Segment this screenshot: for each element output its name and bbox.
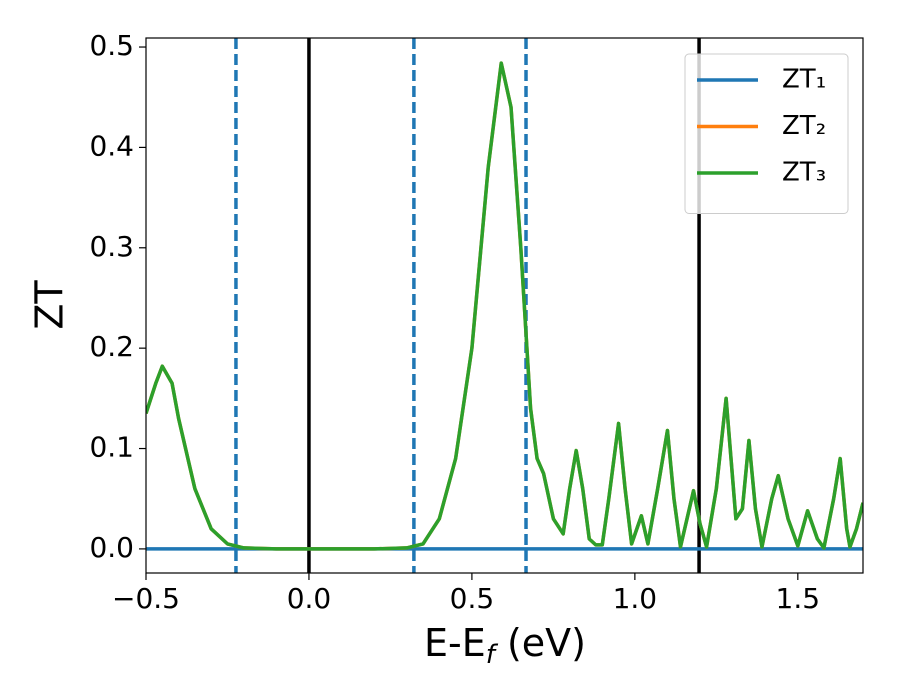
legend-label: ZT₁ [782, 65, 826, 95]
x-label-unit: (eV) [495, 621, 586, 665]
y-tick-label: 0.2 [89, 330, 134, 363]
x-label-main: E-E [424, 621, 486, 665]
legend-label: ZT₂ [782, 111, 826, 141]
legend: ZT₁ ZT₂ ZT₃ [684, 53, 849, 214]
y-tick-label: 0.4 [89, 129, 134, 162]
axes-frame [145, 37, 864, 574]
legend-label: ZT₃ [782, 158, 826, 188]
y-tick-label: 0.0 [89, 531, 134, 564]
series-line [146, 61, 863, 551]
y-tick-label: 0.5 [89, 29, 134, 62]
x-tick-label: 1.0 [613, 582, 658, 615]
x-tick-label: 0.5 [450, 582, 495, 615]
x-tick-label: −0.5 [112, 582, 180, 615]
x-tick-label: 0.0 [287, 582, 332, 615]
x-axis-label: E-Ef (eV) [424, 621, 586, 670]
plot-area [146, 38, 863, 573]
y-tick-label: 0.1 [89, 431, 134, 464]
x-tick-label: 1.5 [776, 582, 821, 615]
y-axis-label: ZT [28, 280, 72, 330]
y-tick-label: 0.3 [89, 230, 134, 263]
